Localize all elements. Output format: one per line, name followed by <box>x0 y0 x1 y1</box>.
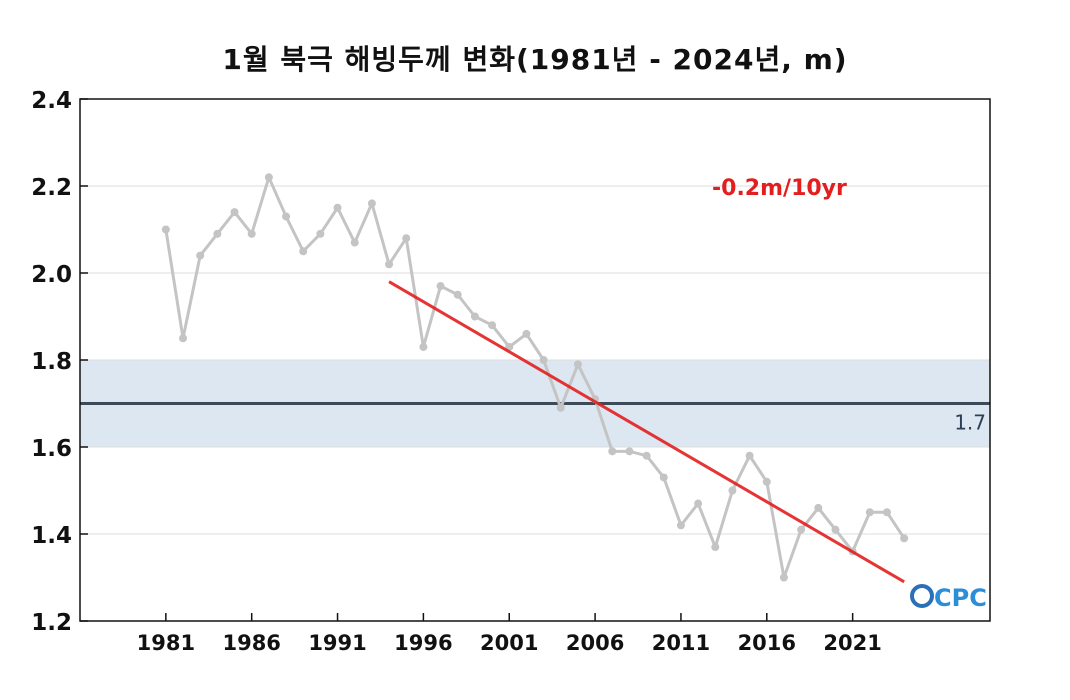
data-point-2000 <box>488 321 497 330</box>
y-tick-label-1.4: 1.4 <box>31 523 72 549</box>
data-point-2011 <box>676 521 685 530</box>
logo-ring-icon <box>910 584 934 608</box>
data-point-1981 <box>161 225 170 234</box>
data-point-1983 <box>196 251 205 260</box>
y-tick-label-1.2: 1.2 <box>31 610 72 636</box>
data-point-1992 <box>350 238 359 247</box>
data-point-1984 <box>213 229 222 238</box>
x-tick-label-2021: 2021 <box>823 631 881 655</box>
y-tick-label-1.6: 1.6 <box>31 436 72 462</box>
data-point-2017 <box>779 573 788 582</box>
data-point-2003 <box>539 356 548 364</box>
data-point-1986 <box>247 229 256 238</box>
data-point-2002 <box>522 329 531 338</box>
data-point-2013 <box>711 543 720 552</box>
chart-title: 1월 북극 해빙두께 변화(1981년 - 2024년, m) <box>222 43 848 76</box>
data-point-1993 <box>367 199 376 208</box>
data-point-1999 <box>470 312 479 321</box>
data-point-1985 <box>230 208 239 217</box>
data-point-2008 <box>625 447 634 456</box>
x-tick-label-2016: 2016 <box>738 631 796 655</box>
data-point-1997 <box>436 282 445 291</box>
trend-label: -0.2m/10yr <box>712 176 847 201</box>
data-point-2022 <box>865 508 874 517</box>
data-point-2007 <box>608 447 617 456</box>
data-point-2005 <box>573 360 582 369</box>
data-point-2019 <box>814 503 823 512</box>
data-point-1998 <box>453 290 462 299</box>
gridlines <box>80 98 990 622</box>
data-point-1989 <box>299 247 308 256</box>
data-point-1995 <box>402 234 411 243</box>
x-tick-label-1986: 1986 <box>222 631 280 655</box>
x-tick-label-2006: 2006 <box>566 631 624 655</box>
logo-text: CPC <box>934 584 987 612</box>
data-point-1988 <box>282 212 291 221</box>
y-tick-label-2.4: 2.4 <box>31 88 72 114</box>
x-tick-label-1991: 1991 <box>308 631 366 655</box>
trend-line <box>388 280 905 584</box>
x-tick-label-1996: 1996 <box>394 631 452 655</box>
data-point-2010 <box>659 473 668 482</box>
y-tick-label-2.0: 2.0 <box>31 262 72 288</box>
x-tick-label-2001: 2001 <box>480 631 538 655</box>
data-point-2018 <box>797 525 806 534</box>
data-point-1996 <box>419 342 428 351</box>
data-point-2004 <box>556 403 565 412</box>
data-point-2020 <box>831 525 840 534</box>
data-point-2009 <box>642 451 651 460</box>
y-tick-label-2.2: 2.2 <box>31 175 72 201</box>
data-point-2012 <box>694 499 703 508</box>
x-tick-label-1981: 1981 <box>137 631 195 655</box>
data-point-2014 <box>728 486 737 495</box>
x-axis: 1981 1986 1991 1996 2001 2006 2011 2016 2021 <box>137 613 882 655</box>
y-axis: 1.2 1.4 1.6 1.8 2.0 2.2 2.4 <box>31 88 88 636</box>
series-line <box>164 175 906 579</box>
x-tick-label-2011: 2011 <box>652 631 710 655</box>
reference-line-label: 1.7 <box>954 411 986 435</box>
data-point-1994 <box>385 260 394 269</box>
series-line-group <box>161 173 909 582</box>
data-point-1987 <box>264 173 273 182</box>
data-point-2015 <box>745 451 754 460</box>
data-point-1982 <box>179 334 188 343</box>
ocpc-logo: CPC <box>910 584 987 612</box>
data-point-1990 <box>316 229 325 238</box>
data-point-1991 <box>333 203 342 212</box>
data-point-2024 <box>900 534 909 543</box>
data-point-2016 <box>762 477 771 486</box>
data-point-2023 <box>882 508 891 517</box>
y-tick-label-1.8: 1.8 <box>31 349 72 375</box>
